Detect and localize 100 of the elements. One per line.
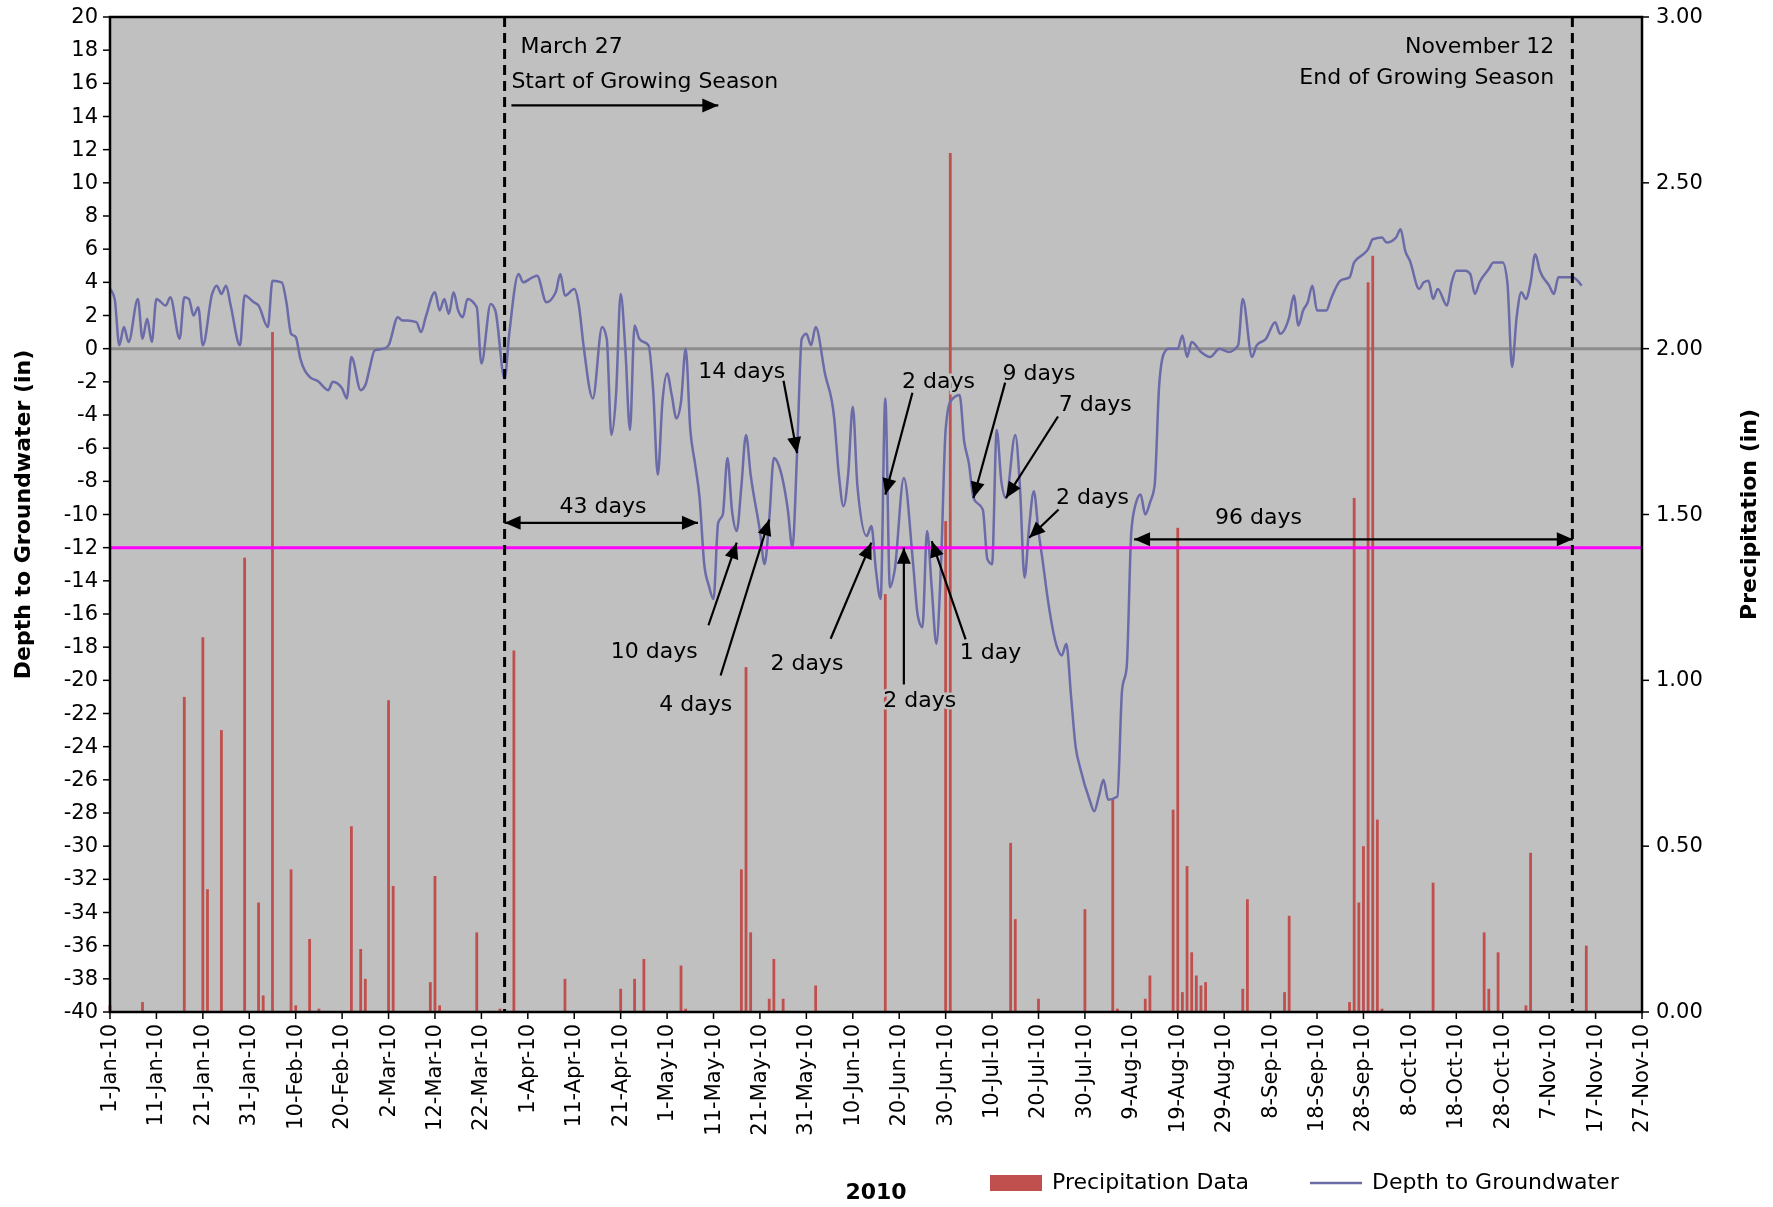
- annotation: 43 days: [559, 492, 647, 518]
- bar: [1283, 992, 1286, 1012]
- x-tick-label: 20-Jun-10: [886, 1024, 911, 1127]
- y-tick-label: 18: [71, 37, 98, 62]
- x-tick-label: 29-Aug-10: [1211, 1024, 1236, 1134]
- y-tick-label: -20: [63, 667, 98, 692]
- y-tick-label: 12: [71, 136, 98, 161]
- x-tick-label: 28-Sep-10: [1350, 1024, 1375, 1133]
- bar: [749, 932, 753, 1012]
- bar: [257, 902, 260, 1012]
- y-tick-label: 8: [84, 203, 98, 227]
- annotation: 1 day: [959, 638, 1022, 664]
- y-tick-label: -28: [63, 800, 98, 824]
- bar: [1176, 527, 1180, 1012]
- x-axis-title: 2010: [845, 1179, 907, 1204]
- x-tick-label: 1-May-10: [654, 1024, 679, 1123]
- y-tick-label: -2: [77, 368, 98, 393]
- annotation: 9 days: [1002, 359, 1076, 385]
- y2-tick-label: 3.00: [1656, 4, 1703, 28]
- legend-label: Depth to Groundwater: [1372, 1169, 1620, 1194]
- y-tick-label: -30: [63, 833, 98, 858]
- y-tick-label: 0: [84, 335, 98, 360]
- ref-line-label: March 27: [520, 33, 623, 58]
- bar: [619, 988, 623, 1012]
- y2-tick-label: 1.00: [1656, 667, 1703, 692]
- y-tick-label: -40: [63, 999, 98, 1023]
- annotation: 96 days: [1215, 503, 1302, 529]
- x-tick-label: 2-Mar-10: [375, 1024, 400, 1118]
- x-tick-label: 30-Jun-10: [932, 1024, 957, 1127]
- bar: [1287, 915, 1291, 1012]
- y-tick-label: -4: [77, 402, 98, 426]
- bar: [182, 696, 186, 1012]
- bar: [1348, 1002, 1351, 1012]
- x-tick-label: 19-Aug-10: [1164, 1024, 1189, 1134]
- annotation: 2 days: [1056, 484, 1129, 510]
- bar: [350, 826, 353, 1012]
- y-tick-label: -36: [63, 932, 98, 957]
- bar: [141, 1002, 144, 1012]
- bar: [1037, 998, 1040, 1012]
- x-tick-label: 8-Sep-10: [1257, 1024, 1282, 1119]
- x-tick-label: 1-Jan-10: [97, 1024, 121, 1113]
- x-tick-label: 21-Apr-10: [607, 1024, 632, 1128]
- x-tick-label: 10-Jun-10: [839, 1024, 864, 1127]
- y-tick-label: -18: [63, 634, 98, 659]
- x-tick-label: 10-Feb-10: [282, 1024, 307, 1130]
- y-tick-label: -10: [63, 501, 98, 526]
- y-tick-label: -26: [63, 766, 98, 791]
- line-series: [108, 228, 1583, 813]
- annotation: 2 days: [770, 649, 844, 675]
- y-tick-label: -8: [77, 468, 98, 493]
- bar: [201, 637, 205, 1012]
- bar: [428, 982, 432, 1012]
- bar: [271, 332, 274, 1012]
- annotation: End of Growing Season: [1299, 64, 1555, 90]
- y-axis-title: Depth to Groundwater (in): [10, 349, 35, 680]
- x-tick-label: 10-Jul-10: [979, 1024, 1004, 1120]
- y-tick-label: 16: [71, 70, 98, 95]
- bar: [512, 650, 516, 1012]
- bar: [1181, 992, 1184, 1012]
- bar: [475, 932, 479, 1012]
- x-tick-label: 11-Apr-10: [561, 1024, 586, 1128]
- bar: [308, 939, 312, 1012]
- bar: [772, 958, 776, 1012]
- annotation: 7 days: [1058, 391, 1132, 417]
- y-tick-label: -24: [63, 733, 98, 758]
- x-tick-label: 11-Jan-10: [143, 1024, 168, 1127]
- x-tick-label: 31-Jan-10: [236, 1024, 261, 1127]
- x-tick-label: 27-Nov-10: [1629, 1024, 1653, 1134]
- legend-label: Precipitation Data: [1052, 1169, 1250, 1194]
- x-tick-label: 20-Feb-10: [329, 1024, 354, 1130]
- x-tick-label: 30-Jul-10: [1071, 1024, 1096, 1120]
- bar: [1362, 846, 1365, 1012]
- bar: [814, 985, 818, 1012]
- y2-tick-label: 2.00: [1656, 335, 1703, 360]
- bar: [633, 978, 636, 1012]
- y-tick-label: -6: [77, 435, 98, 460]
- bar: [1111, 799, 1115, 1012]
- bar: [1529, 852, 1532, 1012]
- y2-axis-title: Precipitation (in): [1736, 409, 1761, 620]
- bar: [1194, 975, 1198, 1012]
- x-tick-label: 31-May-10: [793, 1024, 818, 1136]
- x-tick-label: 18-Oct-10: [1443, 1024, 1468, 1130]
- annotation: 10 days: [610, 638, 698, 664]
- x-tick-label: 21-Jan-10: [189, 1024, 214, 1127]
- y-tick-label: 6: [84, 236, 98, 261]
- bar: [1241, 988, 1245, 1012]
- y-tick-label: -38: [63, 965, 98, 990]
- y2-tick-label: 1.50: [1656, 501, 1703, 526]
- bar: [438, 1005, 442, 1012]
- x-tick-label: 21-May-10: [746, 1024, 771, 1136]
- y-tick-label: -22: [63, 700, 98, 725]
- y2-tick-label: 0.00: [1656, 999, 1703, 1023]
- bar: [1352, 497, 1356, 1012]
- bar: [1190, 952, 1194, 1012]
- x-tick-label: 28-Oct-10: [1489, 1024, 1514, 1130]
- y-tick-label: -34: [63, 899, 98, 924]
- bar: [1204, 982, 1208, 1012]
- x-tick-label: 11-May-10: [700, 1024, 725, 1136]
- bar: [1584, 945, 1588, 1012]
- x-tick-label: 20-Jul-10: [1025, 1024, 1050, 1120]
